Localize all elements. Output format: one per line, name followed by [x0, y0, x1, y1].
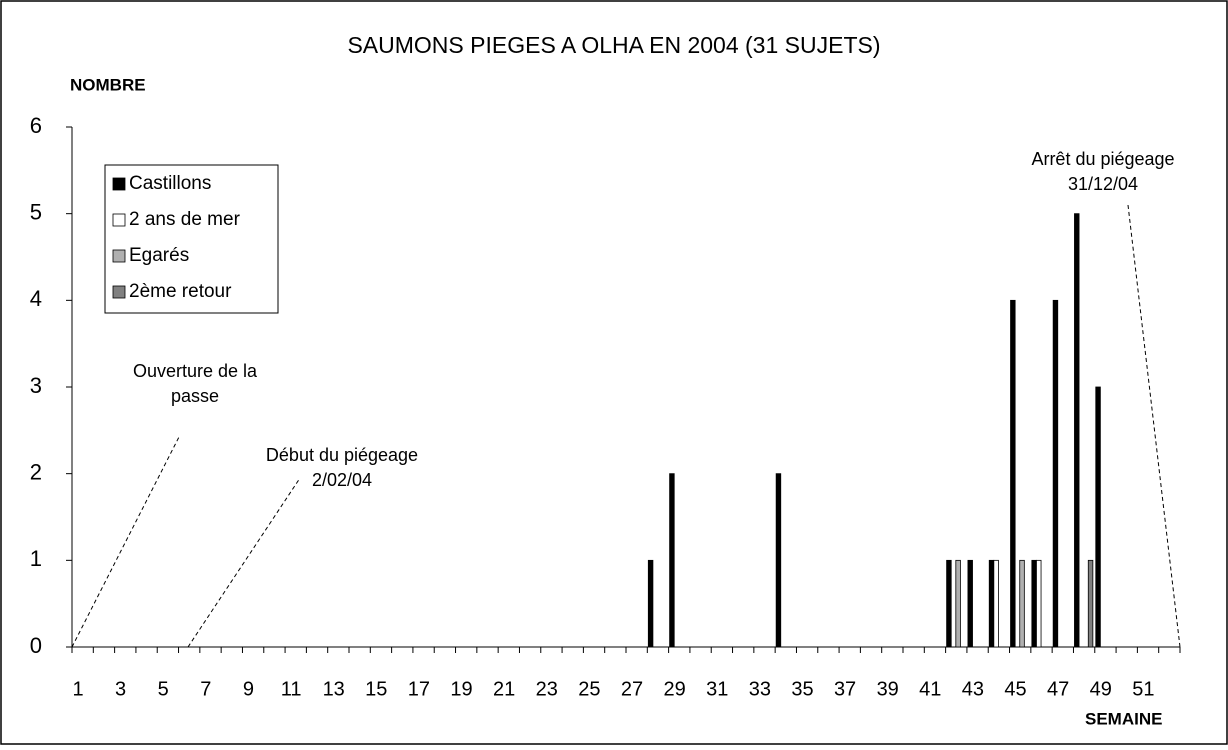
annotation: Début du piégeage [266, 445, 418, 465]
x-tick-label: 25 [578, 678, 600, 700]
bar [775, 473, 782, 648]
x-tick-label: 9 [243, 678, 254, 700]
y-tick-label: 5 [30, 199, 42, 224]
chart-title: SAUMONS PIEGES A OLHA EN 2004 (31 SUJETS… [347, 32, 880, 58]
x-tick-label: 45 [1004, 678, 1026, 700]
x-tick-label: 47 [1047, 678, 1069, 700]
x-tick-label: 1 [72, 678, 83, 700]
annotation: Ouverture de la [133, 361, 258, 381]
legend-label: Egarés [129, 245, 189, 266]
x-tick-label: 33 [749, 678, 771, 700]
x-tick-label: 7 [200, 678, 211, 700]
x-tick-label: 41 [919, 678, 941, 700]
y-tick-label: 2 [30, 459, 42, 484]
annotation-line [71, 434, 181, 648]
x-tick-label: 39 [877, 678, 899, 700]
bar [988, 559, 995, 648]
x-tick-label: 43 [962, 678, 984, 700]
bar [669, 473, 675, 648]
x-tick-label: 29 [663, 678, 685, 700]
x-tick-label: 17 [408, 678, 430, 700]
bar [946, 559, 952, 648]
bar [1036, 559, 1042, 648]
x-tick-label: 49 [1090, 678, 1112, 700]
bar [967, 559, 973, 648]
legend-label: 2 ans de mer [129, 209, 241, 230]
bar [1010, 299, 1016, 648]
annotation: passe [171, 386, 219, 406]
annotation: Arrêt du piégeage [1031, 149, 1174, 169]
legend-swatch [112, 285, 126, 299]
x-tick-label: 35 [791, 678, 813, 700]
x-tick-label: 13 [323, 678, 345, 700]
y-tick-label: 4 [30, 286, 42, 311]
legend-box [104, 164, 279, 314]
bar [1019, 559, 1025, 648]
bar [1087, 559, 1094, 648]
legend-swatch [112, 249, 126, 263]
y-tick-label: 0 [30, 633, 42, 658]
bar [955, 559, 961, 648]
bar [993, 559, 999, 648]
annotation: 31/12/04 [1068, 174, 1138, 194]
legend-label: 2ème retour [129, 281, 232, 302]
bar [1052, 299, 1059, 648]
x-tick-label: 37 [834, 678, 856, 700]
x-tick-label: 3 [115, 678, 126, 700]
legend-label: Castillons [129, 173, 211, 194]
annotation-line [187, 477, 301, 648]
legend-swatch [112, 177, 126, 191]
annotation: 2/02/04 [312, 470, 372, 490]
x-tick-label: 11 [281, 678, 302, 700]
x-tick-label: 19 [450, 678, 472, 700]
bar [1095, 386, 1101, 648]
x-axis-label: SEMAINE [1085, 709, 1162, 728]
x-tick-label: 15 [365, 678, 387, 700]
y-axis-label: NOMBRE [70, 75, 146, 94]
y-tick-label: 3 [30, 373, 42, 398]
x-tick-label: 21 [493, 678, 515, 700]
y-tick-label: 1 [30, 546, 42, 571]
bar [1031, 559, 1037, 648]
x-tick-label: 27 [621, 678, 643, 700]
legend-swatch [112, 213, 126, 227]
x-tick-label: 5 [158, 678, 169, 700]
x-tick-label: 31 [706, 678, 728, 700]
bar [647, 559, 654, 648]
x-tick-label: 23 [536, 678, 558, 700]
bar [1074, 213, 1080, 648]
x-tick-label: 51 [1132, 678, 1154, 700]
y-tick-label: 6 [30, 113, 42, 138]
